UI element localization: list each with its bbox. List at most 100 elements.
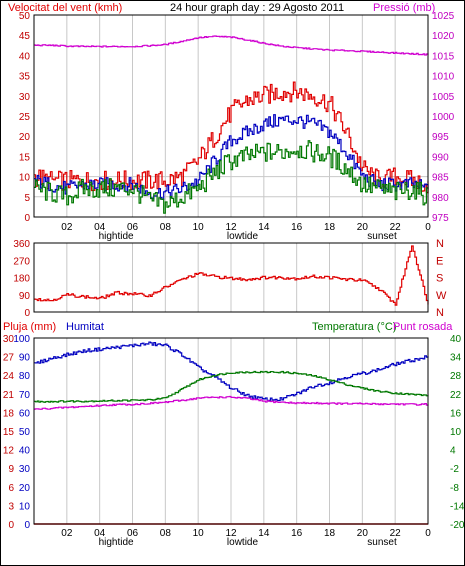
temp-panel-series-temperature xyxy=(34,370,429,403)
rain-y-tick-30: 30 xyxy=(3,334,15,345)
humidity-y-tick-10: 10 xyxy=(19,501,31,512)
pressure-y-tick-1025: 1025 xyxy=(432,11,455,22)
direction-y-tick-90: 90 xyxy=(19,291,31,302)
wind-panel-x-tick-08: 08 xyxy=(160,222,172,233)
pressure-y-tick-1015: 1015 xyxy=(432,51,455,62)
temp-panel-series-dewpoint xyxy=(34,395,429,410)
wind-axis-title: Velocitat del vent (kmh) xyxy=(8,2,122,14)
direction-y-tick-270: 270 xyxy=(13,256,30,267)
humidity-y-tick-50: 50 xyxy=(19,427,31,438)
wind-panel-event-hightide: hightide xyxy=(99,231,134,242)
direction-compass-E-3: E xyxy=(436,255,443,267)
pressure-y-tick-995: 995 xyxy=(432,132,449,143)
temperature-y-tick--8: -8 xyxy=(450,483,459,494)
rain-y-tick-15: 15 xyxy=(3,427,15,438)
wind-y-tick-40: 40 xyxy=(19,51,31,62)
direction-y-tick-360: 360 xyxy=(13,239,30,250)
wind-y-tick-0: 0 xyxy=(24,213,30,224)
pressure-y-tick-1005: 1005 xyxy=(432,92,455,103)
wind-y-tick-50: 50 xyxy=(19,11,31,22)
wind-panel-x-tick-18: 18 xyxy=(324,222,336,233)
temp-panel-x-tick-18: 18 xyxy=(324,528,336,539)
wind-panel-x-tick-10: 10 xyxy=(193,222,205,233)
direction-series-direction xyxy=(34,245,429,306)
pressure-y-tick-1020: 1020 xyxy=(432,31,455,42)
temp-panel-event-sunset: sunset xyxy=(367,537,397,548)
humidity-axis-title: Humitat xyxy=(66,321,104,333)
humidity-y-tick-0: 0 xyxy=(24,520,30,531)
humidity-y-tick-80: 80 xyxy=(19,371,31,382)
wind-panel-x-tick-20: 20 xyxy=(357,222,369,233)
temp-panel-frame xyxy=(33,337,429,525)
temperature-y-tick--14: -14 xyxy=(450,501,465,512)
wind-panel-x-tick-06: 06 xyxy=(127,222,139,233)
wind-series-pressure xyxy=(34,35,429,56)
temperature-y-tick-28: 28 xyxy=(450,371,462,382)
wind-y-tick-5: 5 xyxy=(24,193,30,204)
wind-panel-x-tick-02: 02 xyxy=(61,222,73,233)
wind-panel-x-tick-0: 0 xyxy=(425,222,431,233)
wind-panel-x-tick-16: 16 xyxy=(291,222,303,233)
rain-axis-title: Pluja (mm) xyxy=(3,321,56,333)
temperature-y-tick--20: -20 xyxy=(450,520,465,531)
rain-y-tick-27: 27 xyxy=(3,353,15,364)
pressure-y-tick-990: 990 xyxy=(432,152,449,163)
rain-y-tick-9: 9 xyxy=(8,464,14,475)
wind-y-tick-30: 30 xyxy=(19,92,31,103)
wind-y-tick-35: 35 xyxy=(19,72,31,83)
humidity-y-tick-100: 100 xyxy=(13,334,30,345)
humidity-y-tick-20: 20 xyxy=(19,483,31,494)
rain-y-tick-21: 21 xyxy=(3,390,15,401)
wind-series-speed xyxy=(34,114,429,200)
temperature-y-tick-16: 16 xyxy=(450,408,462,419)
wind-y-tick-45: 45 xyxy=(19,31,31,42)
temperature-y-tick-10: 10 xyxy=(450,427,462,438)
humidity-y-tick-70: 70 xyxy=(19,390,31,401)
temp-panel-x-tick-10: 10 xyxy=(193,528,205,539)
temperature-y-tick-40: 40 xyxy=(450,334,462,345)
temp-panel-x-tick-08: 08 xyxy=(160,528,172,539)
dewpoint-axis-title: Punt rosada xyxy=(393,321,453,333)
pressure-axis-title: Pressió (mb) xyxy=(373,2,435,14)
wind-panel-event-sunset: sunset xyxy=(367,231,397,242)
direction-y-tick-180: 180 xyxy=(13,274,30,285)
temperature-y-tick-34: 34 xyxy=(450,353,462,364)
direction-compass-S-2: S xyxy=(436,273,443,285)
temperature-y-tick-22: 22 xyxy=(450,390,462,401)
temp-panel-event-hightide: hightide xyxy=(99,537,134,548)
temp-panel-x-tick-12: 12 xyxy=(225,528,237,539)
rain-y-tick-24: 24 xyxy=(3,371,15,382)
wind-y-tick-15: 15 xyxy=(19,152,31,163)
temp-panel-x-tick-04: 04 xyxy=(94,528,106,539)
humidity-y-tick-60: 60 xyxy=(19,408,31,419)
direction-panel-frame xyxy=(33,242,429,313)
rain-y-tick-0: 0 xyxy=(8,520,14,531)
temp-panel-x-tick-06: 06 xyxy=(127,528,139,539)
rain-y-tick-12: 12 xyxy=(3,446,15,457)
humidity-y-tick-40: 40 xyxy=(19,446,31,457)
wind-panel-x-tick-14: 14 xyxy=(258,222,270,233)
wind-panel-frame xyxy=(33,14,429,218)
temperature-y-tick-4: 4 xyxy=(450,446,456,457)
direction-compass-W-1: W xyxy=(436,290,447,302)
wind-panel-x-tick-04: 04 xyxy=(94,222,106,233)
temp-panel-x-tick-20: 20 xyxy=(357,528,369,539)
wind-panel-x-tick-12: 12 xyxy=(225,222,237,233)
temp-panel-series-humidity xyxy=(34,341,429,402)
temp-panel-event-lowtide: lowtide xyxy=(227,537,259,548)
humidity-y-tick-90: 90 xyxy=(19,353,31,364)
pressure-y-tick-985: 985 xyxy=(432,173,449,184)
temp-panel-x-tick-02: 02 xyxy=(61,528,73,539)
wind-y-tick-20: 20 xyxy=(19,132,31,143)
pressure-y-tick-1010: 1010 xyxy=(432,72,455,83)
direction-compass-N-4: N xyxy=(436,238,444,250)
direction-compass-N-0: N xyxy=(436,307,444,319)
temperature-y-tick--2: -2 xyxy=(450,464,459,475)
wind-y-tick-25: 25 xyxy=(19,112,31,123)
pressure-y-tick-1000: 1000 xyxy=(432,112,455,123)
temp-panel-x-tick-16: 16 xyxy=(291,528,303,539)
temp-panel-x-tick-0: 0 xyxy=(425,528,431,539)
direction-y-tick-0: 0 xyxy=(24,308,30,319)
